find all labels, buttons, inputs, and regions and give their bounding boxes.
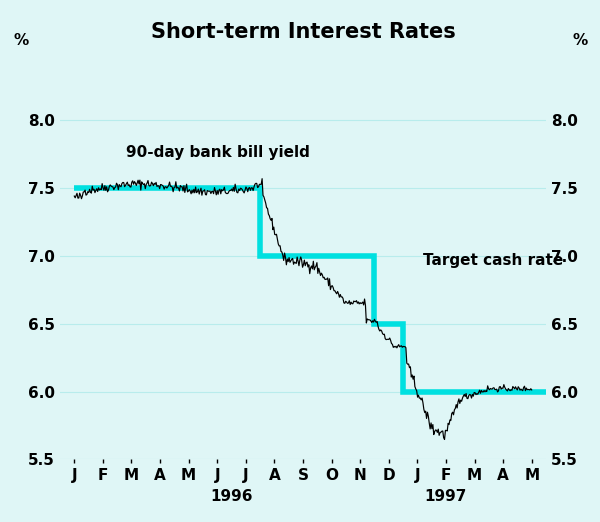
Text: %: % [13, 33, 29, 48]
Text: Target cash rate: Target cash rate [423, 253, 563, 268]
Text: 90-day bank bill yield: 90-day bank bill yield [126, 145, 310, 160]
Title: Short-term Interest Rates: Short-term Interest Rates [151, 22, 455, 42]
Text: %: % [572, 33, 587, 48]
Text: 1997: 1997 [425, 489, 467, 504]
Text: 1996: 1996 [210, 489, 253, 504]
